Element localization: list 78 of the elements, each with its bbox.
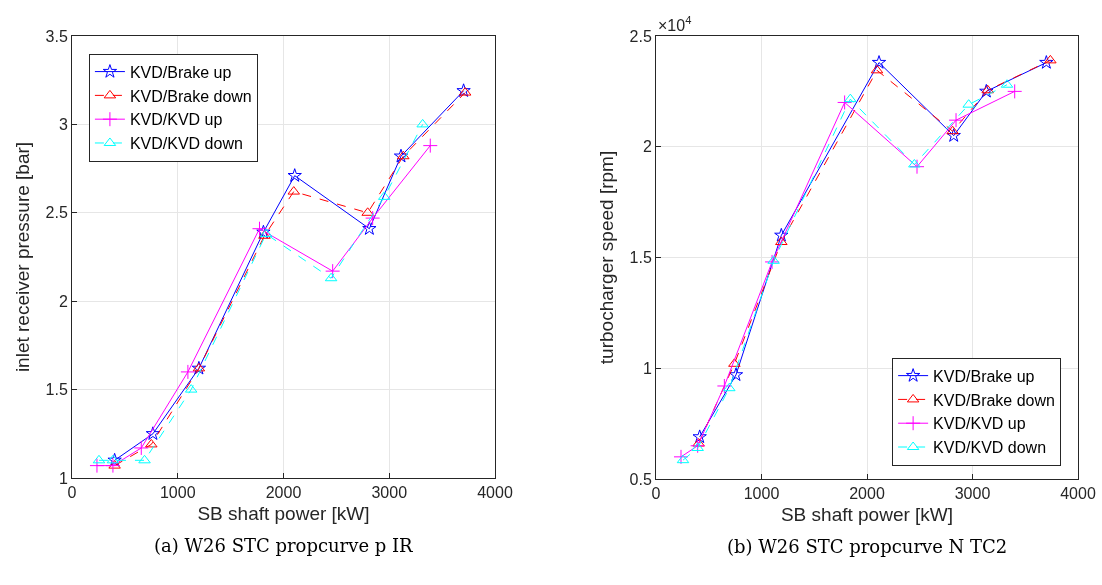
point <box>324 272 338 282</box>
text: (b) W26 STC propcurve N TC2 <box>727 536 1008 557</box>
x-axis-title: SB shaft power [kW] <box>780 504 954 525</box>
point <box>728 367 744 382</box>
y-tick-label: 1 <box>642 359 652 377</box>
point <box>456 83 471 97</box>
legend-label: KVD/KVD down <box>129 135 243 153</box>
x-tick-label: 4000 <box>1060 485 1096 503</box>
x-tick-label: 1000 <box>743 485 780 503</box>
point <box>138 454 151 464</box>
point <box>145 426 161 440</box>
point <box>251 221 267 237</box>
x-tick-label: 2000 <box>849 485 885 503</box>
point <box>416 118 429 128</box>
point <box>393 148 409 163</box>
point <box>673 449 689 465</box>
y-axis-title: turbocharger speed [rpm] <box>596 150 618 365</box>
x-tick-label: 1000 <box>159 484 196 502</box>
point <box>837 94 853 110</box>
point <box>844 93 857 103</box>
legend-label: KVD/Brake up <box>933 367 1035 385</box>
point <box>981 84 994 94</box>
point <box>397 150 410 160</box>
x-axis-title: SB shaft power [kW] <box>197 503 370 524</box>
point <box>145 438 158 448</box>
x-tick-label: 2000 <box>265 484 302 502</box>
point <box>764 254 780 270</box>
x-tick-label: 4000 <box>477 484 513 502</box>
y-tick-label: 3 <box>58 116 68 133</box>
point <box>180 364 196 380</box>
point <box>89 458 105 474</box>
y-tick-label: 1.5 <box>45 381 68 399</box>
point <box>287 168 302 182</box>
point <box>870 64 884 74</box>
point <box>723 382 736 392</box>
legend-label: KVD/KVD down <box>933 439 1047 457</box>
y-tick-label: 1.5 <box>629 249 652 267</box>
y-tick-label: 2.5 <box>629 27 652 45</box>
point <box>908 158 921 168</box>
point <box>256 224 271 239</box>
legend-label: KVD/Brake down <box>933 391 1055 409</box>
point <box>422 138 438 154</box>
legend-label: KVD/KVD up <box>933 415 1026 433</box>
x-tick-label: 3000 <box>371 484 408 502</box>
x-tick-label: 0 <box>651 485 661 503</box>
legend-label: KVD/Brake up <box>129 63 232 81</box>
point <box>325 263 341 279</box>
point <box>1039 55 1054 69</box>
point <box>133 440 149 456</box>
y-tick-label: 1 <box>58 469 68 487</box>
point <box>365 210 381 226</box>
point <box>946 128 961 142</box>
point <box>948 112 964 128</box>
point <box>690 438 706 454</box>
point <box>362 221 377 235</box>
point <box>716 378 732 394</box>
point <box>946 125 959 135</box>
text: ×10$^{4}$ <box>658 14 692 34</box>
point <box>1007 83 1023 99</box>
y-axis-title: inlet receiver pressure [bar] <box>12 141 34 373</box>
point <box>105 458 121 474</box>
point <box>1044 54 1057 64</box>
y-tick-label: 2.5 <box>45 204 68 222</box>
point <box>979 83 994 98</box>
point <box>774 227 789 242</box>
legend-label: KVD/KVD up <box>129 111 223 129</box>
legend-label: KVD/Brake down <box>129 87 252 105</box>
y-tick-label: 2 <box>58 292 68 310</box>
y-tick-label: 3.5 <box>45 27 68 45</box>
x-tick-label: 3000 <box>954 485 991 503</box>
point <box>676 454 690 464</box>
x-tick-label: 0 <box>67 484 77 502</box>
y-tick-label: 0.5 <box>629 470 652 488</box>
point <box>871 55 887 69</box>
point <box>692 429 707 444</box>
text: (a) W26 STC propcurve p IR <box>154 535 414 556</box>
point <box>92 454 106 464</box>
y-tick-label: 2 <box>642 138 652 156</box>
